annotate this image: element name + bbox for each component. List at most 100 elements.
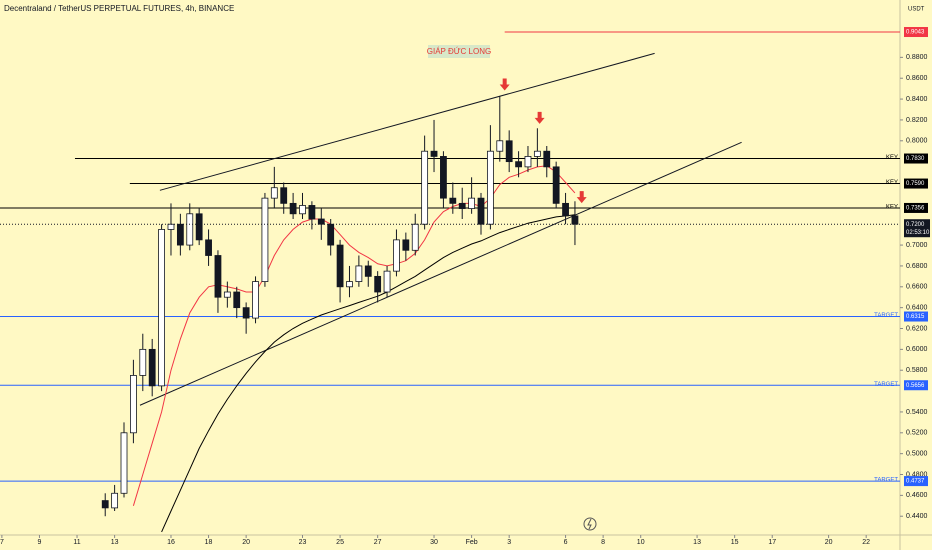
level-tag: TARGET xyxy=(874,382,898,388)
candle-body xyxy=(505,140,513,163)
trendline xyxy=(139,141,742,406)
level-price-box xyxy=(904,311,928,322)
candle-body xyxy=(430,150,438,157)
candle-body xyxy=(402,239,410,251)
candle-body xyxy=(364,265,372,277)
x-tick-label: 7 xyxy=(0,539,4,546)
y-tick-label: 0.8800 xyxy=(906,54,928,61)
y-tick-label: 0.4800 xyxy=(906,471,928,478)
candle-body xyxy=(148,348,156,387)
candle-body xyxy=(242,307,250,319)
candle-body xyxy=(393,239,400,272)
annotation: GIÁP ĐỨC LONG xyxy=(427,47,491,56)
moving-average xyxy=(132,165,576,506)
y-tick-label: 0.5200 xyxy=(906,430,928,437)
level-tag: TARGET xyxy=(874,478,898,484)
candle-body xyxy=(552,166,560,204)
x-tick-label: 16 xyxy=(167,539,175,546)
x-tick-label: 10 xyxy=(637,539,645,546)
y-tick-label: 0.6000 xyxy=(906,346,928,353)
y-tick-label: 0.8400 xyxy=(906,96,928,103)
y-tick-label: 0.5400 xyxy=(906,409,928,416)
currency-label: USDT xyxy=(908,7,925,13)
candle-body xyxy=(562,202,569,217)
candle-body xyxy=(355,265,363,282)
level-price-box xyxy=(904,476,928,487)
x-tick-label: 30 xyxy=(430,539,438,546)
x-tick-label: Feb xyxy=(466,539,478,546)
candle-body xyxy=(280,187,288,204)
candle-body xyxy=(496,140,504,152)
x-tick-label: 3 xyxy=(507,539,511,546)
candle-body xyxy=(130,375,137,434)
candle-body xyxy=(158,229,165,387)
candle-body xyxy=(336,244,344,288)
level-price-label: 0.9043 xyxy=(906,30,925,36)
candle-body xyxy=(327,223,335,246)
candle-body xyxy=(571,215,579,225)
candle-body xyxy=(486,150,494,225)
x-tick-label: 23 xyxy=(299,539,307,546)
y-tick-label: 0.8200 xyxy=(906,117,928,124)
level-price-box xyxy=(904,380,928,391)
y-tick-label: 0.6800 xyxy=(906,263,928,270)
trendline xyxy=(159,52,655,191)
candle-body xyxy=(252,281,259,319)
candle-body xyxy=(346,281,353,288)
candle-body xyxy=(270,187,278,199)
level-price-label: 0.4737 xyxy=(906,479,925,485)
y-tick-label: 0.7000 xyxy=(906,242,928,249)
x-tick-label: 18 xyxy=(205,539,213,546)
candle-body xyxy=(317,218,325,225)
y-tick-label: 0.6600 xyxy=(906,284,928,291)
candle-body xyxy=(111,492,119,509)
level-tag: TARGET xyxy=(874,313,898,319)
replay-icon[interactable] xyxy=(583,517,597,531)
x-tick-label: 15 xyxy=(731,539,739,546)
candle-body xyxy=(383,270,391,293)
x-tick-label: 13 xyxy=(693,539,701,546)
candle-body xyxy=(120,432,128,494)
down-arrow xyxy=(499,78,510,91)
candle-body xyxy=(477,197,485,225)
y-tick-label: 0.6200 xyxy=(906,325,928,332)
x-tick-label: 8 xyxy=(601,539,605,546)
candle-body xyxy=(223,291,231,298)
level-price-label: 0.7590 xyxy=(906,181,925,187)
candle-body xyxy=(543,150,551,168)
candle-body xyxy=(421,150,429,225)
level-price-label: 0.7356 xyxy=(906,206,925,212)
y-tick-label: 0.4400 xyxy=(906,513,928,520)
level-price-box xyxy=(904,178,928,189)
last-price-label: 0.7200 xyxy=(906,222,925,228)
x-tick-label: 20 xyxy=(825,539,833,546)
y-tick-label: 0.5800 xyxy=(906,367,928,374)
candle-body xyxy=(205,239,212,256)
icon-bolt[interactable] xyxy=(587,518,592,530)
candle-body xyxy=(374,275,382,293)
candle-body xyxy=(233,291,241,309)
candle-body xyxy=(289,202,297,215)
y-tick-label: 0.8600 xyxy=(906,75,928,82)
level-price-label: 0.7830 xyxy=(906,156,925,162)
candle-body xyxy=(458,202,466,209)
candle-body xyxy=(515,161,522,168)
x-tick-label: 11 xyxy=(73,539,80,546)
x-tick-label: 9 xyxy=(38,539,42,546)
candle-body xyxy=(214,255,222,298)
level-price-box xyxy=(904,202,928,213)
last-price-box xyxy=(904,219,930,238)
level-price-label: 0.6315 xyxy=(906,314,925,320)
y-tick-label: 0.5000 xyxy=(906,450,928,457)
down-arrow xyxy=(576,191,587,204)
x-tick-label: 27 xyxy=(374,539,382,546)
candle-body xyxy=(176,223,184,246)
x-tick-label: 22 xyxy=(862,539,870,546)
icon-circle[interactable] xyxy=(583,517,597,531)
candle-body xyxy=(195,213,203,241)
candle-body xyxy=(299,205,306,215)
annotation-bg xyxy=(428,45,490,58)
level-tag: KEY xyxy=(886,205,898,211)
